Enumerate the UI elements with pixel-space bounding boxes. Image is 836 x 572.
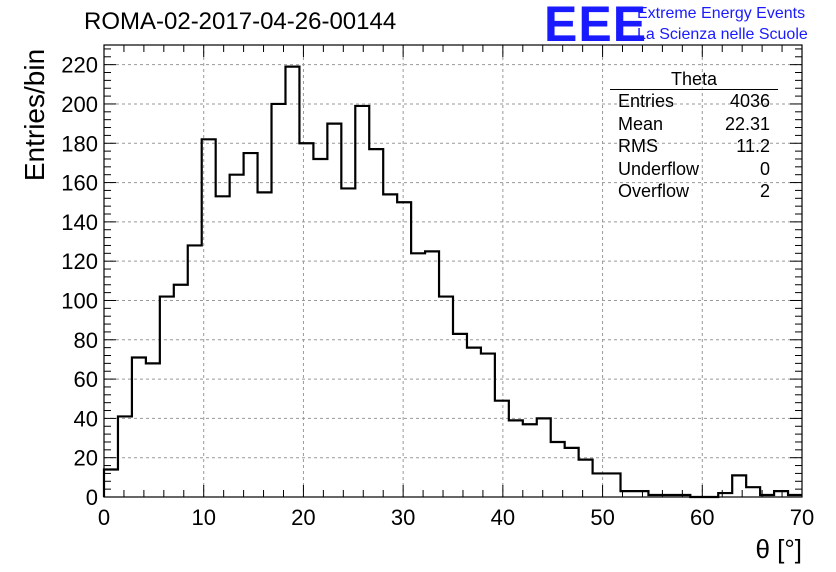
histogram-bin <box>216 196 230 497</box>
histogram-bin <box>425 251 439 497</box>
x-tick-label: 0 <box>98 505 110 530</box>
histogram-bin <box>607 473 621 497</box>
histogram-bin <box>481 354 495 497</box>
histogram-bin <box>104 469 118 497</box>
histogram-bin <box>272 104 286 497</box>
x-tick-label: 20 <box>291 505 315 530</box>
histogram-bin <box>258 192 272 497</box>
stats-label: Entries <box>618 91 675 111</box>
stats-box: Theta Entries 4036 Mean 22.31 RMS 11.2 U… <box>610 69 778 203</box>
y-tick-label: 200 <box>61 92 98 117</box>
y-tick-label: 160 <box>61 171 98 196</box>
logo-caption-line2: La Scienza nelle Scuole <box>637 26 808 43</box>
logo-caption: Extreme Energy Events La Scienza nelle S… <box>637 3 808 45</box>
histogram-bin <box>551 442 565 497</box>
histogram-outline <box>102 65 802 499</box>
plot-frame <box>103 44 803 498</box>
histogram-bin <box>439 297 453 497</box>
histogram-bin <box>285 67 299 497</box>
y-tick-label: 140 <box>61 210 98 235</box>
x-tick-label: 60 <box>690 505 714 530</box>
histogram-bin <box>132 357 146 497</box>
y-tick-label: 220 <box>61 53 98 78</box>
logo-caption-line1: Extreme Energy Events <box>637 5 806 22</box>
histogram-bin <box>537 418 551 497</box>
histogram-bin <box>565 448 579 497</box>
stats-value: 0 <box>759 158 770 179</box>
histogram-bin <box>313 159 327 497</box>
stats-label: RMS <box>618 136 658 156</box>
histogram-bin <box>146 363 160 497</box>
x-tick-label: 30 <box>391 505 415 530</box>
x-tick-label: 10 <box>191 505 215 530</box>
y-tick-label: 120 <box>61 249 98 274</box>
y-tick-label: 100 <box>61 288 98 313</box>
histogram-bin <box>299 143 313 497</box>
histogram-bin <box>230 175 244 497</box>
eee-logo: EEE <box>544 0 648 52</box>
stats-row-rms: RMS 11.2 <box>610 135 778 158</box>
histogram-bin <box>355 106 369 497</box>
stats-label: Mean <box>618 113 664 134</box>
histogram-bin <box>383 194 397 497</box>
x-tick-label: 50 <box>590 505 614 530</box>
stats-row-entries: Entries 4036 <box>610 90 778 113</box>
histogram-bin <box>453 334 467 497</box>
y-tick-label: 80 <box>74 328 98 353</box>
histogram-bin <box>188 245 202 497</box>
stats-value: 4036 <box>729 91 770 111</box>
stats-row-underflow: Underflow 0 <box>610 158 778 181</box>
histogram-bin <box>118 416 132 497</box>
histogram-bin <box>579 460 593 497</box>
x-tick-label: 40 <box>491 505 515 530</box>
x-axis-label: θ [°] <box>755 534 802 564</box>
histogram-bin <box>495 401 509 497</box>
stats-value: 22.31 <box>724 113 770 134</box>
y-tick-label: 20 <box>74 446 98 471</box>
histogram-bin <box>509 420 523 497</box>
histogram-bin <box>174 285 188 497</box>
histogram-bin <box>467 348 481 497</box>
y-axis-label: Entries/bin <box>19 48 50 182</box>
histogram-bin <box>523 424 537 497</box>
histogram-bin <box>202 139 216 497</box>
run-title: ROMA-02-2017-04-26-00144 <box>84 8 397 35</box>
y-tick-label: 60 <box>74 367 98 392</box>
stats-value: 2 <box>759 181 770 201</box>
histogram-bin <box>732 475 746 497</box>
stats-row-mean: Mean 22.31 <box>610 113 778 136</box>
histogram-bin <box>746 487 760 497</box>
histogram-bin <box>411 253 425 497</box>
y-tick-label: 40 <box>74 406 98 431</box>
histogram-bin <box>369 149 383 497</box>
histogram-bin <box>327 124 341 497</box>
histogram-bin <box>593 473 607 497</box>
stats-label: Overflow <box>618 181 690 201</box>
stats-row-overflow: Overflow 2 <box>610 180 778 203</box>
y-tick-label: 180 <box>61 131 98 156</box>
stats-value: 11.2 <box>736 136 770 156</box>
histogram-bin <box>160 297 174 497</box>
x-tick-label: 70 <box>790 505 814 530</box>
y-tick-label: 0 <box>86 485 98 510</box>
histogram-bin <box>397 202 411 497</box>
histogram-bin <box>244 153 258 497</box>
stats-label: Underflow <box>618 158 700 179</box>
stats-title: Theta <box>610 69 778 90</box>
histogram-bin <box>341 188 355 497</box>
